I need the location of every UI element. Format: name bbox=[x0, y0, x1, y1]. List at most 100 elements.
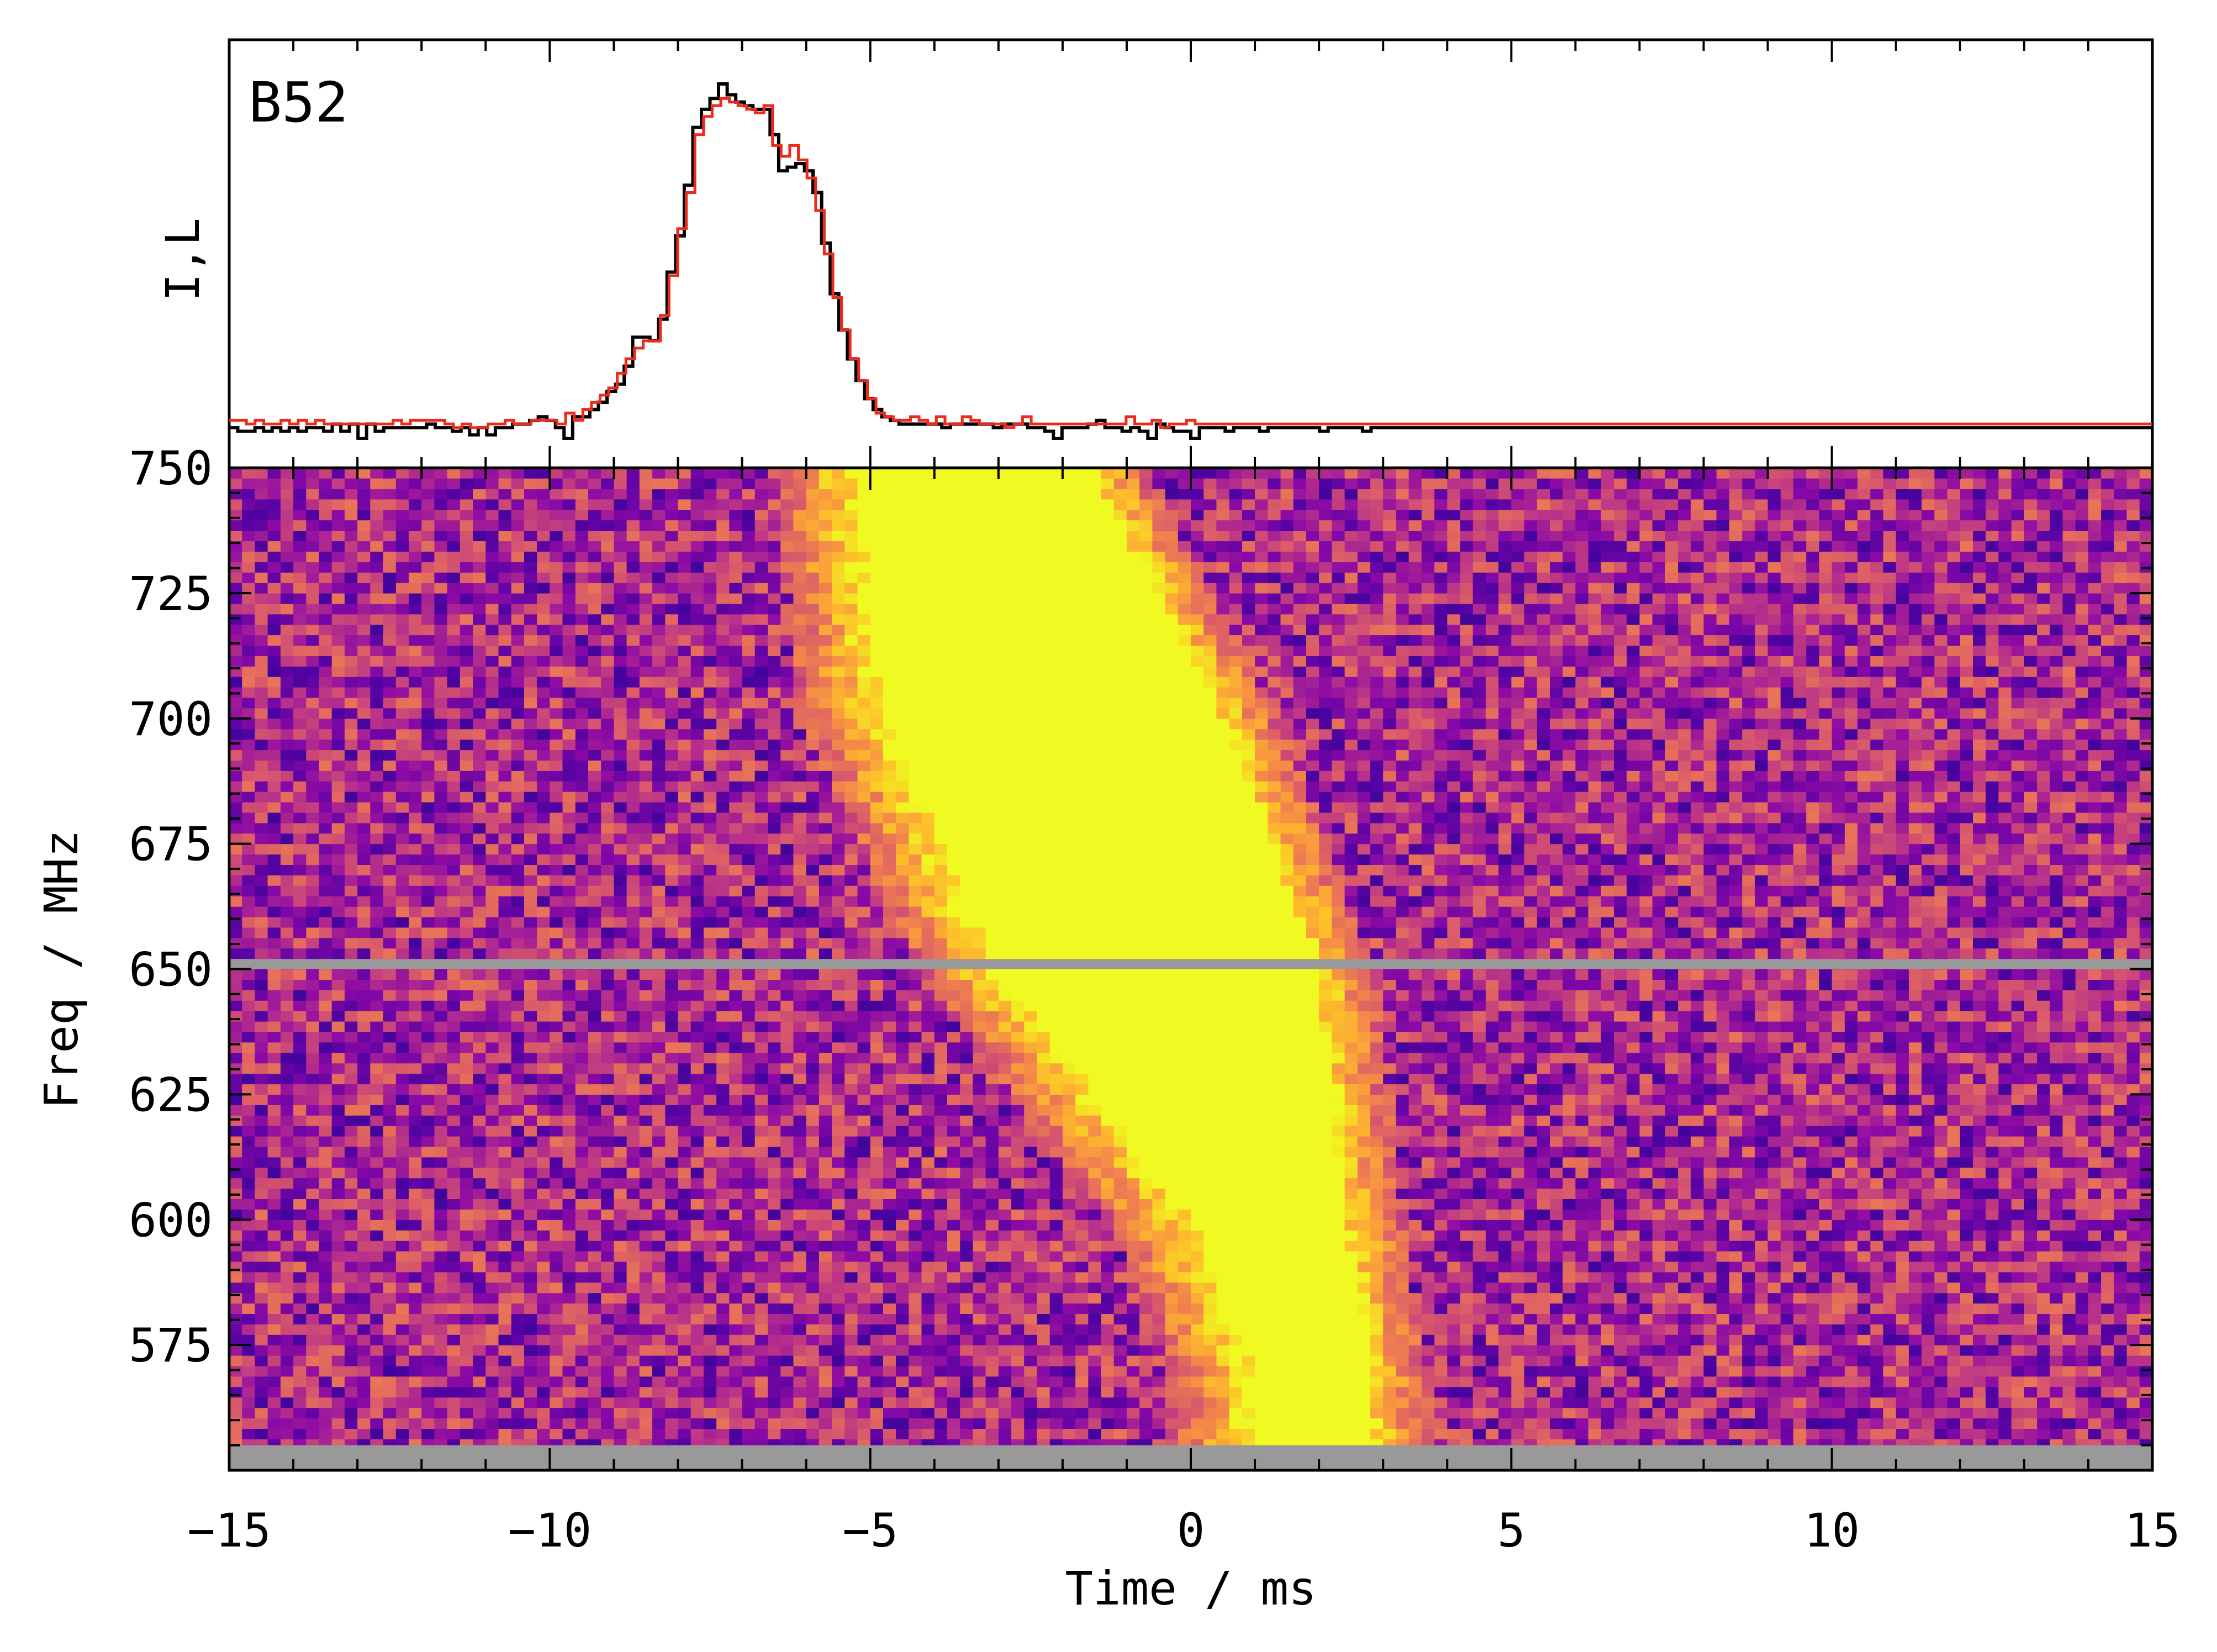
heatmap-cell bbox=[742, 1345, 756, 1356]
heatmap-cell bbox=[1883, 1230, 1897, 1241]
heatmap-cell bbox=[1986, 1146, 1999, 1158]
heatmap-cell bbox=[716, 1209, 730, 1220]
heatmap-cell bbox=[1498, 1199, 1512, 1210]
heatmap-cell bbox=[2062, 1334, 2076, 1345]
heatmap-cell bbox=[985, 1251, 999, 1262]
heatmap-cell bbox=[1973, 1136, 1986, 1147]
heatmap-cell bbox=[229, 1407, 242, 1419]
heatmap-cell bbox=[1126, 1303, 1140, 1314]
heatmap-cell bbox=[498, 1407, 512, 1419]
heatmap-cell bbox=[473, 1241, 486, 1252]
heatmap-cell bbox=[1178, 1178, 1191, 1189]
heatmap-cell bbox=[2075, 1386, 2089, 1398]
heatmap-cell bbox=[1460, 1146, 1474, 1158]
heatmap-cell bbox=[2050, 1188, 2063, 1199]
heatmap-cell bbox=[267, 1261, 281, 1273]
heatmap-cell bbox=[1191, 1157, 1204, 1168]
heatmap-cell bbox=[1563, 1167, 1576, 1179]
heatmap-cell bbox=[934, 1313, 948, 1324]
heatmap-cell bbox=[716, 1178, 730, 1189]
heatmap-cell bbox=[1255, 1376, 1268, 1387]
heatmap-cell bbox=[909, 1282, 922, 1294]
heatmap-cell bbox=[729, 1220, 743, 1231]
heatmap-cell bbox=[2037, 1230, 2050, 1241]
heatmap-cell bbox=[1370, 1167, 1384, 1179]
heatmap-cell bbox=[2088, 1136, 2102, 1147]
heatmap-cell bbox=[421, 1167, 435, 1179]
heatmap-cell bbox=[1485, 1292, 1499, 1304]
heatmap-cell bbox=[1831, 1428, 1845, 1439]
heatmap-cell bbox=[665, 1241, 679, 1252]
heatmap-cell bbox=[2050, 1261, 2063, 1273]
heatmap-cell bbox=[1408, 1241, 1422, 1252]
heatmap-cell bbox=[883, 1241, 896, 1252]
heatmap-cell bbox=[1293, 1428, 1307, 1439]
heatmap-cell bbox=[1485, 1146, 1499, 1158]
heatmap-cell bbox=[1178, 1241, 1191, 1252]
heatmap-cell bbox=[1178, 1418, 1191, 1429]
heatmap-cell bbox=[1203, 1334, 1217, 1345]
heatmap-cell bbox=[652, 1334, 666, 1345]
heatmap-cell bbox=[1485, 1167, 1499, 1179]
heatmap-cell bbox=[1703, 1292, 1717, 1304]
heatmap-cell bbox=[229, 1345, 242, 1356]
heatmap-cell bbox=[857, 1271, 871, 1283]
heatmap-cell bbox=[1498, 1178, 1512, 1189]
heatmap-cell bbox=[1126, 1261, 1140, 1273]
heatmap-cell bbox=[1229, 1199, 1243, 1210]
heatmap-cell bbox=[319, 1376, 332, 1387]
heatmap-cell bbox=[2062, 1178, 2076, 1189]
heatmap-cell bbox=[1524, 1251, 1538, 1262]
heatmap-cell bbox=[267, 1355, 281, 1366]
heatmap-cell bbox=[2114, 1167, 2128, 1179]
heatmap-cell bbox=[1908, 1241, 1922, 1252]
heatmap-cell bbox=[1639, 1271, 1653, 1283]
heatmap-cell bbox=[1563, 1418, 1576, 1429]
heatmap-cell bbox=[1139, 1241, 1153, 1252]
heatmap-cell bbox=[1550, 1355, 1563, 1366]
heatmap-cell bbox=[2088, 1418, 2102, 1429]
heatmap-cell bbox=[1563, 1136, 1576, 1147]
heatmap-cell bbox=[1857, 1418, 1871, 1429]
heatmap-cell bbox=[1152, 1271, 1166, 1283]
heatmap-cell bbox=[524, 1407, 537, 1419]
heatmap-cell bbox=[678, 1126, 692, 1137]
heatmap-cell bbox=[511, 1261, 525, 1273]
heatmap-cell bbox=[306, 1188, 320, 1199]
heatmap-cell bbox=[896, 1188, 909, 1199]
heatmap-cell bbox=[1947, 1292, 1961, 1304]
heatmap-cell bbox=[1678, 1345, 1691, 1356]
heatmap-cell bbox=[1934, 1230, 1948, 1241]
heatmap-cell bbox=[1652, 1188, 1666, 1199]
heatmap-cell bbox=[909, 1303, 922, 1314]
heatmap-cell bbox=[383, 1136, 397, 1147]
heatmap-cell bbox=[819, 1230, 832, 1241]
heatmap-cell bbox=[2101, 1271, 2114, 1283]
heatmap-cell bbox=[703, 1428, 717, 1439]
heatmap-cell bbox=[678, 1386, 692, 1398]
heatmap-cell bbox=[1614, 1199, 1627, 1210]
heatmap-cell bbox=[1857, 1313, 1871, 1324]
heatmap-cell bbox=[383, 1334, 397, 1345]
heatmap-cell bbox=[2075, 1167, 2089, 1179]
heatmap-cell bbox=[639, 1313, 653, 1324]
heatmap-cell bbox=[1819, 1345, 1833, 1356]
heatmap-cell bbox=[909, 1355, 922, 1366]
heatmap-cell bbox=[1896, 1220, 1909, 1231]
heatmap-cell bbox=[1421, 1397, 1435, 1408]
heatmap-cell bbox=[1216, 1146, 1230, 1158]
heatmap-cell bbox=[1229, 1209, 1243, 1220]
heatmap-cell bbox=[703, 1230, 717, 1241]
heatmap-cell bbox=[1472, 1199, 1486, 1210]
heatmap-cell bbox=[2011, 1397, 2025, 1408]
heatmap-cell bbox=[1049, 1334, 1063, 1345]
heatmap-cell bbox=[614, 1282, 627, 1294]
heatmap-cell bbox=[690, 1220, 704, 1231]
heatmap-cell bbox=[832, 1386, 845, 1398]
heatmap-cell bbox=[1421, 1230, 1435, 1241]
heatmap-cell bbox=[1011, 1397, 1025, 1408]
heatmap-cell bbox=[267, 1146, 281, 1158]
heatmap-cell bbox=[485, 1334, 499, 1345]
heatmap-cell bbox=[306, 1136, 320, 1147]
heatmap-cell bbox=[1165, 1230, 1179, 1241]
